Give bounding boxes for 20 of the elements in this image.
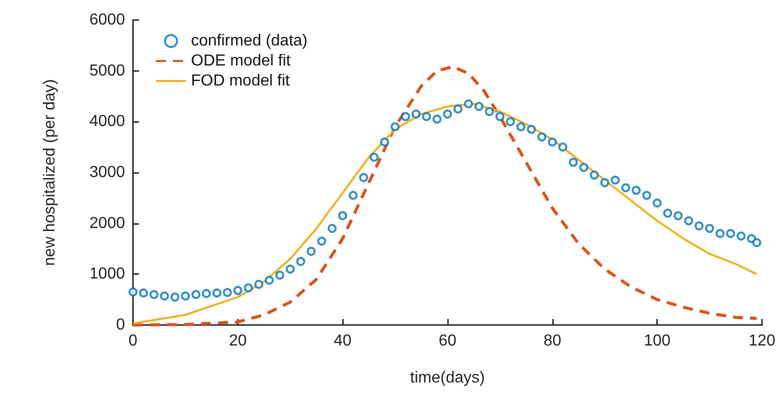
y-tick-label: 4000 — [89, 113, 126, 130]
legend-label: ODE model fit — [191, 52, 292, 70]
y-tick-label: 2000 — [89, 214, 126, 232]
y-tick-label: 3000 — [89, 164, 126, 181]
legend-label: confirmed (data) — [191, 32, 308, 50]
x-tick-label: 40 — [334, 332, 352, 350]
x-tick-label: 60 — [438, 332, 456, 350]
x-tick-label: 100 — [644, 332, 671, 350]
line-series — [132, 65, 758, 326]
y-tick-label: 5000 — [89, 62, 126, 80]
legend-label: FOD model fit — [191, 72, 290, 90]
x-axis-title: time(days) — [410, 370, 485, 386]
y-tick-label: 6000 — [89, 12, 126, 28]
y-tick-label: 1000 — [89, 266, 126, 283]
y-tick-label: 0 — [116, 316, 126, 334]
y-axis-title: new hospitalized (per day) — [42, 79, 58, 266]
x-tick-label: 120 — [748, 332, 776, 350]
x-tick-label: 80 — [543, 332, 562, 350]
x-tick-label: 20 — [228, 332, 247, 350]
x-tick-label: 0 — [128, 332, 138, 350]
